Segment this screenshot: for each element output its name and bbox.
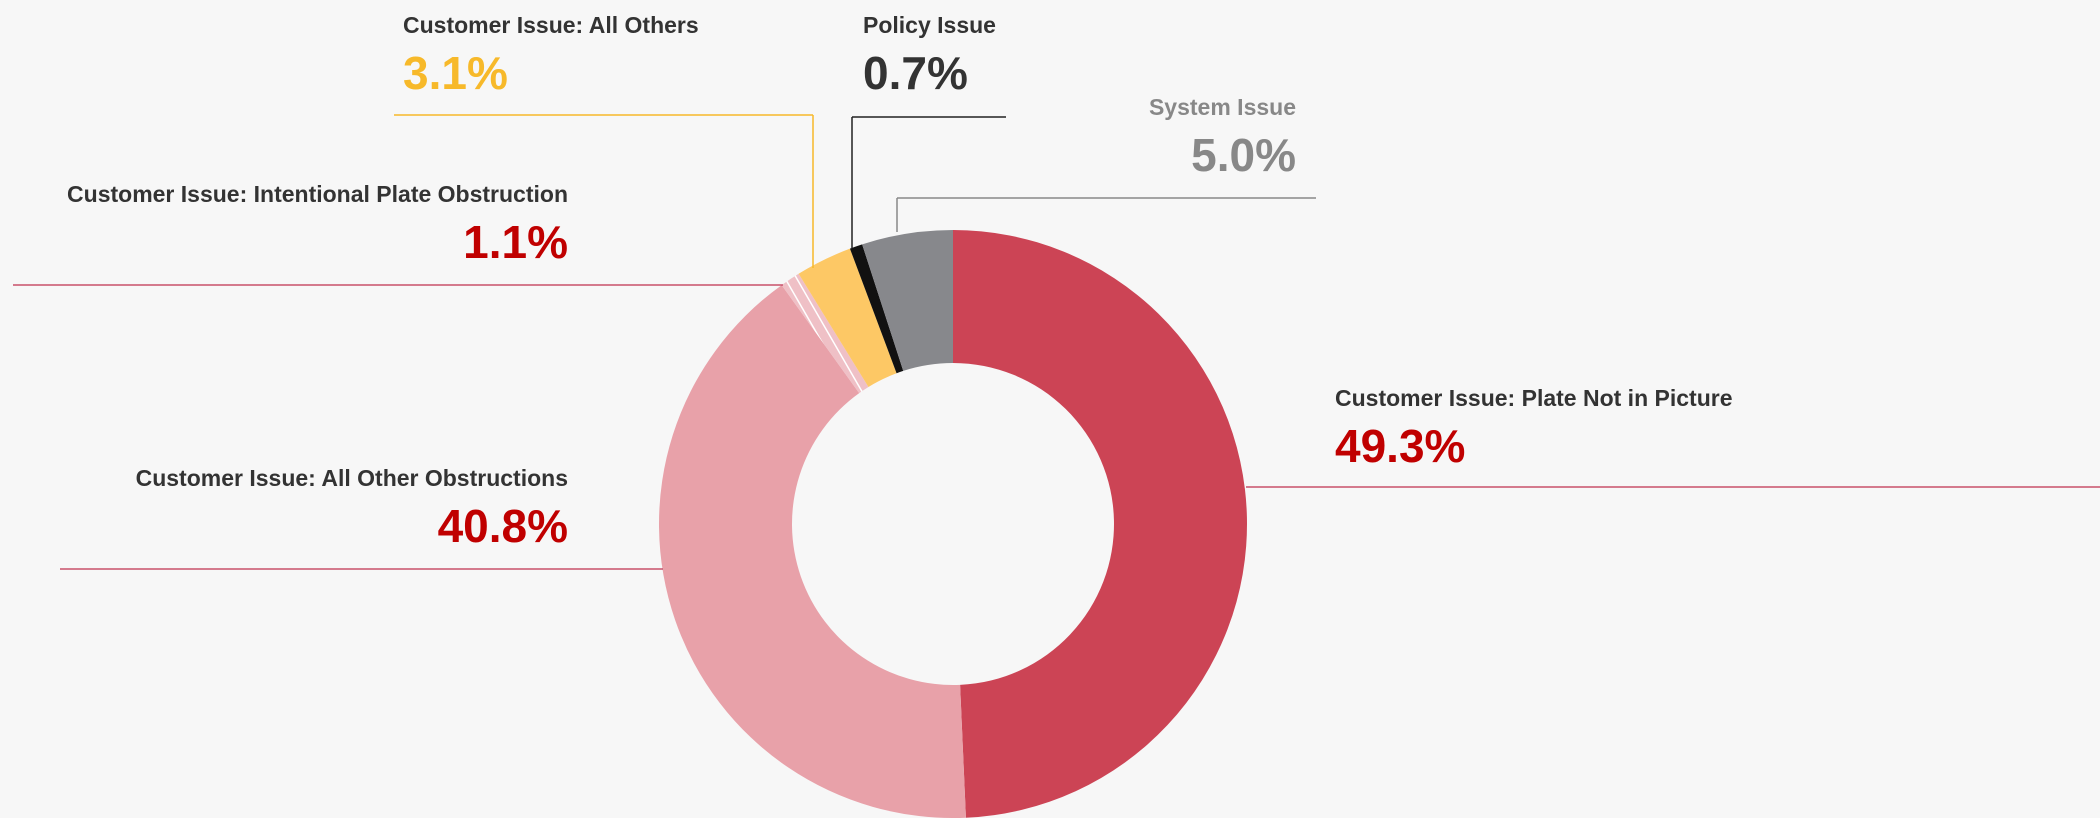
segment-value: 5.0% [1191,129,1296,181]
segment-value: 1.1% [463,216,568,268]
segment-label: Policy Issue [863,12,996,38]
donut-segment [862,230,953,371]
segment-value: 49.3% [1335,420,1465,472]
donut-segment [953,230,1248,818]
segment-label: System Issue [1149,94,1296,120]
segment-label: Customer Issue: Intentional Plate Obstru… [67,181,568,207]
segment-label: Customer Issue: Plate Not in Picture [1335,385,1732,411]
segment-value: 0.7% [863,47,968,99]
donut-segment [781,273,869,394]
segment-label: Customer Issue: All Other Obstructions [136,465,568,491]
donut-segment [798,248,897,387]
donut-segment [659,285,966,818]
segment-value: 3.1% [403,47,508,99]
segment-label: Customer Issue: All Others [403,12,699,38]
donut-segment [849,244,904,374]
segment-value: 40.8% [438,500,568,552]
